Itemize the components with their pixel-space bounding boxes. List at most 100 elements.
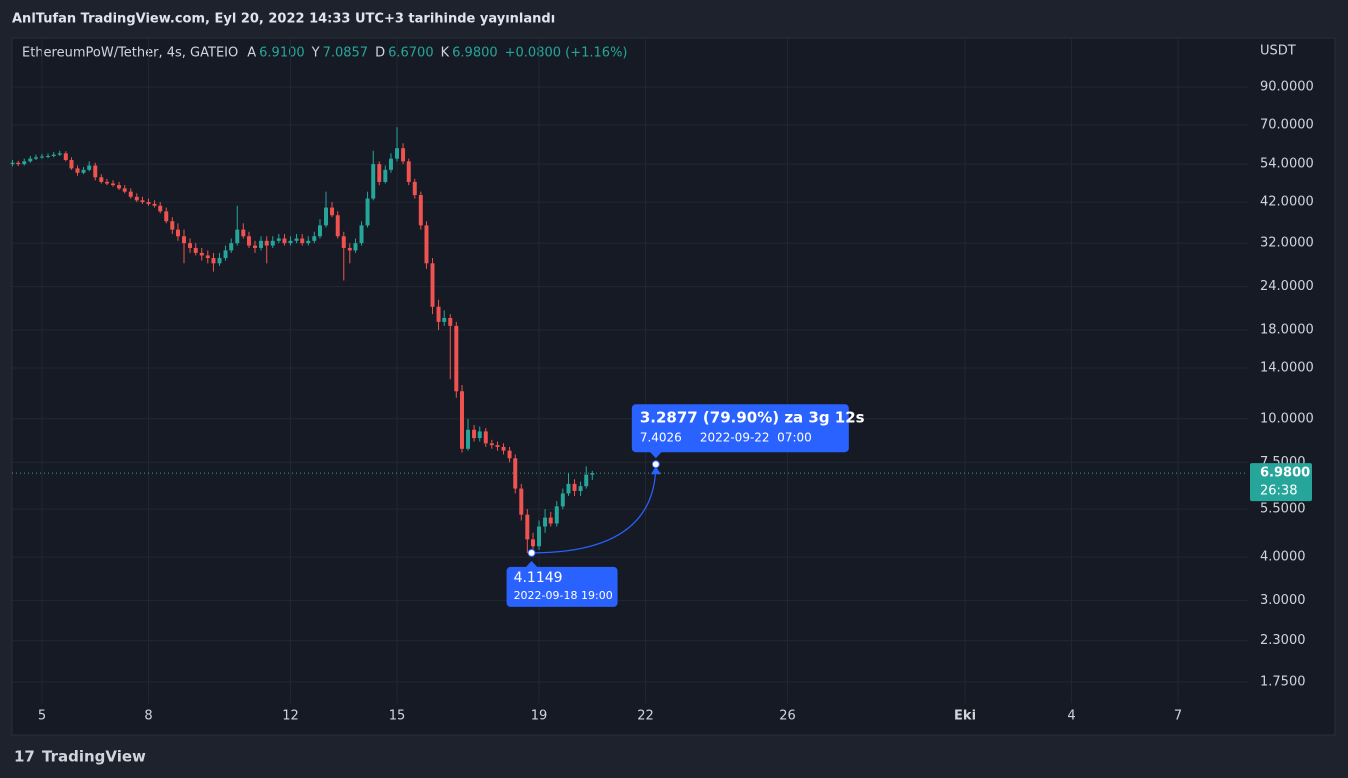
candle-body	[253, 245, 257, 248]
ohlc-value: 7.0857	[323, 46, 369, 61]
candle-body	[22, 161, 27, 165]
candle-body	[199, 252, 204, 256]
candle-body	[128, 191, 133, 197]
candle-body	[111, 183, 115, 186]
x-tick-label: 22	[637, 709, 654, 724]
candle-body	[81, 169, 86, 173]
candle-body	[117, 185, 122, 189]
candle-body	[572, 483, 577, 491]
candle-body	[412, 181, 417, 196]
candle-body	[477, 431, 482, 439]
candle-body	[282, 238, 287, 244]
candle-body	[472, 429, 477, 439]
candle-body	[104, 181, 109, 184]
candle-body	[193, 247, 198, 253]
candle-body	[75, 168, 80, 173]
candle-body	[430, 263, 435, 307]
x-tick-label: 4	[1067, 709, 1075, 724]
y-tick-label: 3.0000	[1260, 593, 1306, 608]
candle-body	[424, 225, 429, 264]
candle-body	[241, 229, 246, 237]
candle-body	[270, 240, 275, 246]
y-tick-label: 4.0000	[1260, 550, 1306, 565]
candle-body	[448, 317, 453, 326]
candle-body	[235, 229, 240, 244]
y-tick-label: 54.0000	[1260, 157, 1314, 172]
y-tick-label: 10.0000	[1260, 411, 1314, 426]
countdown: 26:38	[1260, 484, 1297, 499]
start-price: 4.1149	[514, 570, 563, 586]
start-box-tip	[525, 560, 538, 568]
candle-body	[164, 211, 169, 222]
start-date: 2022-09-18 19:00	[514, 589, 613, 602]
arrow-head	[650, 466, 661, 475]
candle-body	[548, 517, 553, 524]
candle-body	[300, 238, 305, 244]
candle-body	[276, 238, 281, 241]
candle-body	[16, 162, 21, 165]
chart-panel	[11, 37, 1336, 736]
candle-body	[51, 154, 56, 156]
candle-body	[584, 474, 589, 487]
y-tick-label: 18.0000	[1260, 323, 1314, 338]
candle-body	[122, 188, 127, 192]
candle-body	[365, 198, 370, 226]
candle-body	[288, 240, 293, 244]
change: +0.0800 (+1.16%)	[505, 46, 628, 61]
svg-text:𝟭𝟳: 𝟭𝟳	[14, 748, 35, 766]
candle-body	[175, 229, 180, 237]
x-tick-label: 7	[1174, 709, 1182, 724]
ohlc-key: K	[441, 46, 450, 61]
candle-body	[69, 160, 74, 169]
candle-body	[93, 165, 98, 178]
y-tick-label: 32.0000	[1260, 236, 1314, 251]
candle-body	[330, 207, 335, 216]
candle-body	[10, 162, 15, 165]
candle-body	[590, 473, 595, 475]
x-tick-label: 19	[531, 709, 548, 724]
candle-body	[28, 158, 33, 162]
y-tick-label: 5.5000	[1260, 502, 1306, 517]
candle-body	[158, 205, 163, 212]
measure-end-price: 7.4026	[640, 431, 682, 445]
published-note: AnlTufan TradingView.com, Eyl 20, 2022 1…	[12, 12, 555, 27]
candle-body	[489, 443, 494, 446]
last-price-box	[1250, 463, 1312, 502]
ohlc-value: 6.6700	[388, 46, 434, 61]
candle-body	[531, 539, 535, 547]
candle-body	[40, 156, 44, 158]
candle-body	[401, 148, 406, 162]
ohlc-value: 6.9100	[259, 46, 305, 61]
candle-body	[211, 258, 216, 264]
candle-body	[347, 247, 352, 251]
candle-body	[306, 240, 311, 244]
candle-body	[335, 215, 340, 237]
candle-body	[560, 493, 565, 507]
candle-body	[501, 446, 506, 451]
y-tick-label: 2.3000	[1260, 633, 1306, 648]
candle-body	[99, 177, 104, 182]
candle-body	[383, 169, 388, 182]
candle-body	[436, 306, 441, 322]
candle-body	[454, 325, 459, 392]
candle-body	[294, 238, 299, 241]
candle-body	[525, 514, 530, 540]
candle-body	[578, 486, 583, 491]
candle-body	[459, 391, 464, 449]
candle-body	[317, 225, 322, 237]
candle-body	[140, 200, 145, 203]
ohlc-key: Y	[311, 46, 320, 61]
candle-body	[418, 195, 423, 226]
candle-body	[146, 202, 151, 204]
candle-body	[223, 250, 228, 259]
candle-body	[134, 196, 139, 201]
candle-body	[537, 526, 542, 547]
candle-body	[554, 506, 559, 524]
candle-body	[259, 240, 264, 248]
measure-end	[651, 460, 660, 469]
candle-body	[442, 317, 447, 322]
candle-body	[543, 517, 548, 527]
candle-body	[63, 153, 68, 161]
candle-body	[46, 155, 51, 157]
